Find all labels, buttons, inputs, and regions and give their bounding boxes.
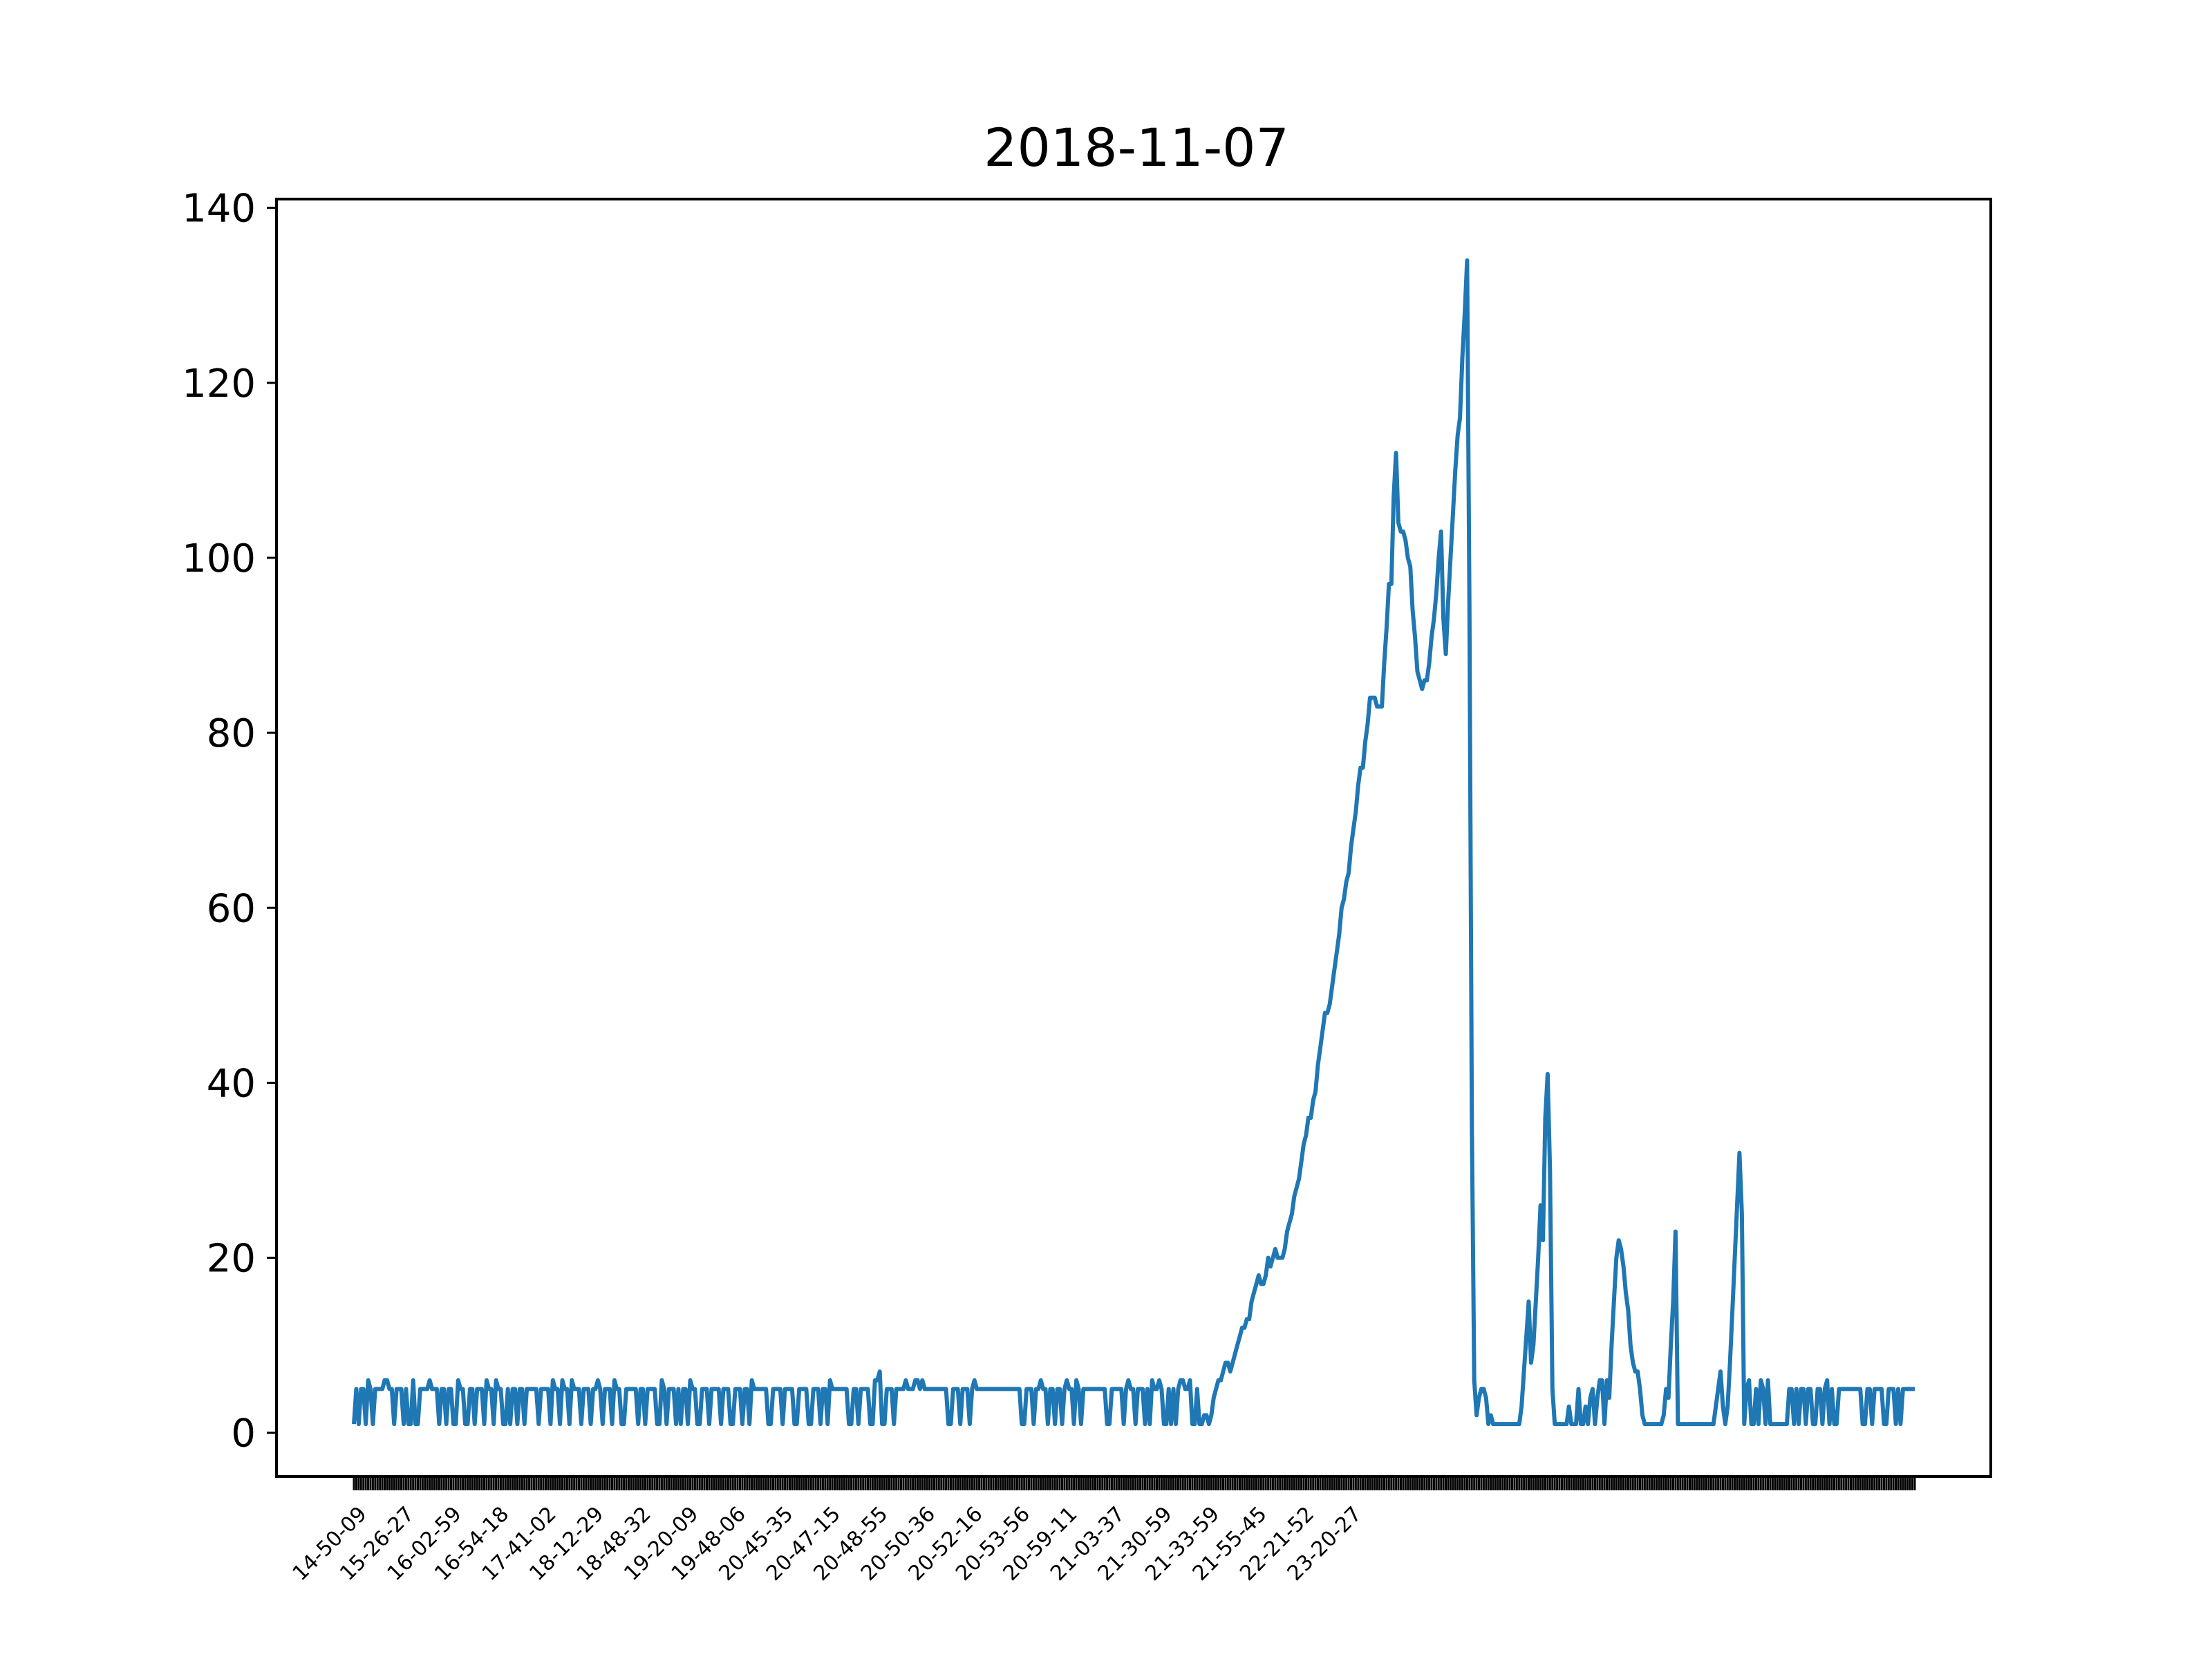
y-tick-label: 100 [182,536,256,581]
series-line [352,258,1915,1427]
y-tick-label: 60 [207,886,256,931]
x-axis: 14-50-0915-26-2716-02-5916-54-1817-41-02… [288,1477,1916,1586]
chart-title: 2018-11-07 [984,117,1289,178]
y-tick-label: 140 [182,187,256,232]
y-tick-label: 80 [207,711,256,756]
series-group [352,258,1915,1427]
y-axis: 0 20 40 60 80 100 120 140 [182,187,276,1456]
y-tick-label: 120 [182,362,256,406]
y-tick-label: 20 [207,1237,256,1282]
y-tick-label: 40 [207,1061,256,1106]
plot-frame [275,198,1992,1478]
y-tick-label: 0 [231,1412,256,1456]
